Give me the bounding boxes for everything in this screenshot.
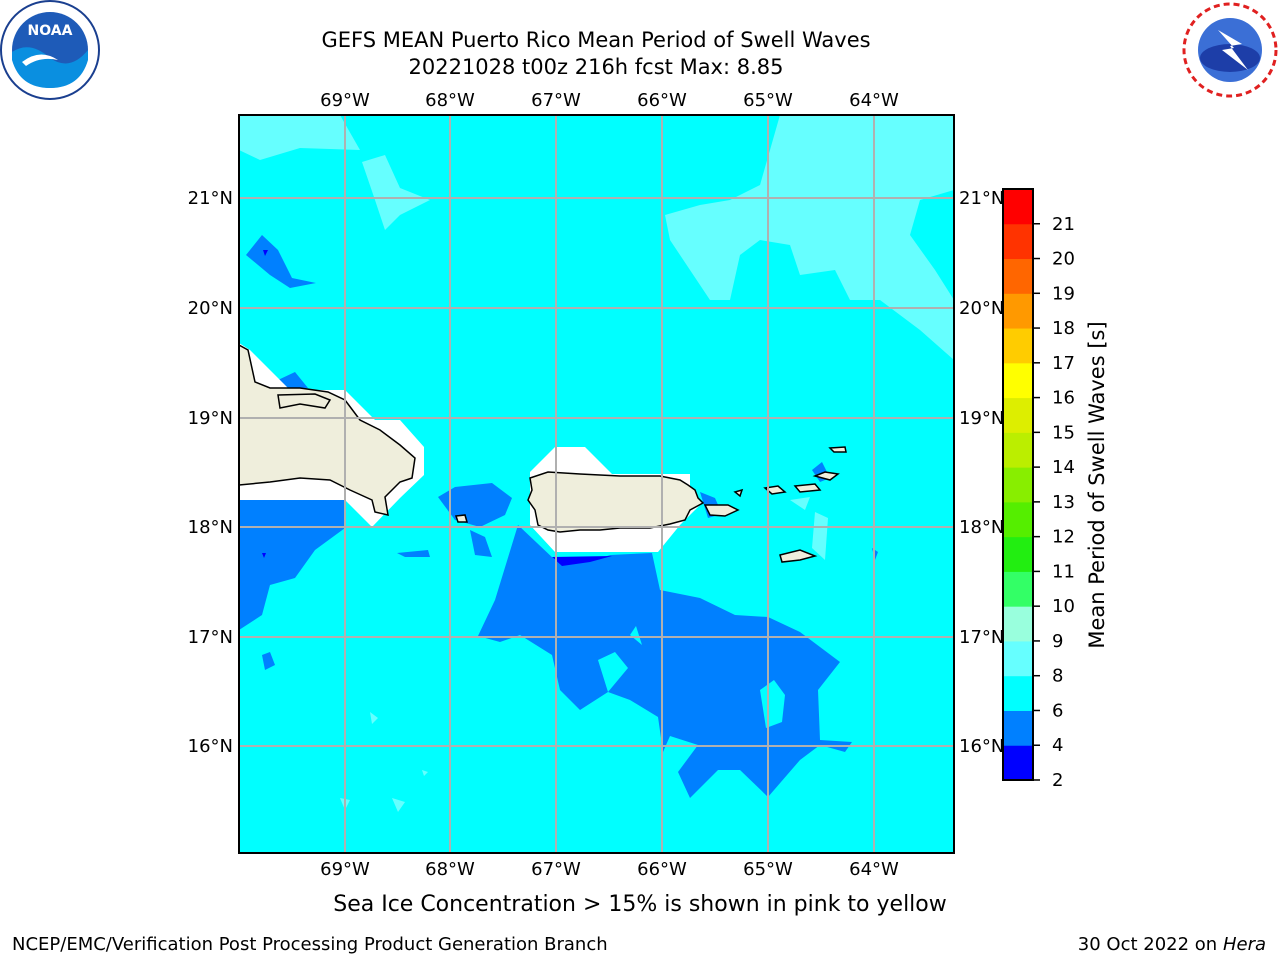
colorbar-tick-label: 2 — [1052, 770, 1063, 791]
colorbar-segment — [1003, 501, 1033, 538]
swell-2-4-dot — [262, 553, 266, 558]
colorbar-segment — [1003, 467, 1033, 503]
lon-label: 65°W — [743, 90, 793, 111]
colorbar-segment — [1003, 223, 1033, 260]
lat-labels-left: 21°N 20°N 19°N 18°N 17°N 16°N — [188, 188, 233, 757]
swell-2-4-patch — [552, 556, 612, 566]
colorbar-tick-label: 11 — [1052, 561, 1075, 582]
map-area — [239, 115, 954, 853]
colorbar-segment — [1003, 362, 1033, 399]
noaa-logo: NOAA — [0, 0, 100, 100]
swell-6-8-holes — [598, 626, 785, 728]
colorbar-tick-label: 6 — [1052, 700, 1063, 721]
colorbar-segment — [1003, 432, 1033, 468]
colorbar-segment — [1003, 328, 1033, 364]
lat-labels-right: 21°N 20°N 19°N 18°N 17°N 16°N — [959, 188, 1004, 757]
colorbar-segment — [1003, 293, 1033, 329]
colorbar-tick-label: 19 — [1052, 283, 1075, 304]
swell-2-4-dot — [263, 250, 268, 256]
credit-right: 30 Oct 2022 on Hera — [1078, 934, 1266, 955]
colorbar-tick-label: 15 — [1052, 422, 1075, 443]
colorbar-tick-label: 8 — [1052, 666, 1063, 687]
colorbar-tick-label: 4 — [1052, 735, 1063, 756]
colorbar-tick-label: 17 — [1052, 353, 1075, 374]
colorbar-segment — [1003, 606, 1033, 642]
colorbar-segment — [1003, 536, 1033, 572]
lon-label: 68°W — [425, 859, 475, 880]
noaa-logo-text: NOAA — [28, 23, 73, 39]
lon-label: 66°W — [637, 90, 687, 111]
colorbar-segment — [1003, 710, 1033, 746]
colorbar-tick-label: 20 — [1052, 249, 1075, 270]
credit-date: 30 Oct 2022 on — [1078, 934, 1223, 955]
colorbar-tick-label: 13 — [1052, 492, 1075, 513]
credit-machine: Hera — [1223, 934, 1266, 955]
colorbar-tick-label: 18 — [1052, 318, 1075, 339]
colorbar-segment — [1003, 189, 1033, 225]
lat-label: 16°N — [188, 736, 233, 757]
lat-label: 19°N — [959, 408, 1004, 429]
chart-title: GEFS MEAN Puerto Rico Mean Period of Swe… — [321, 28, 870, 52]
colorbar-tick-label: 10 — [1052, 596, 1075, 617]
colorbar: 2 4 6 8 9 10 11 12 13 14 15 16 17 18 19 20 21 — [1002, 188, 1075, 791]
colorbar-frame — [1002, 188, 1034, 781]
swell-4-6-patches — [239, 235, 878, 798]
lat-label: 20°N — [188, 298, 233, 319]
lat-label: 21°N — [188, 188, 233, 209]
chart-subtitle: 20221028 t00z 216h fcst Max: 8.85 — [409, 55, 784, 79]
colorbar-segment — [1003, 397, 1033, 433]
lon-label: 67°W — [531, 859, 581, 880]
lon-label: 66°W — [637, 859, 687, 880]
lat-label: 19°N — [188, 408, 233, 429]
lon-label: 67°W — [531, 90, 581, 111]
lat-label: 17°N — [188, 627, 233, 648]
colorbar-segment — [1003, 745, 1033, 781]
colorbar-tick-label: 21 — [1052, 214, 1075, 235]
lat-label: 17°N — [959, 627, 1004, 648]
colorbar-segment — [1003, 675, 1033, 711]
lat-label: 20°N — [959, 298, 1004, 319]
colorbar-tick-label: 16 — [1052, 388, 1075, 409]
colorbar-segment — [1003, 258, 1033, 294]
colorbar-label: Mean Period of Swell Waves [s] — [1085, 321, 1109, 648]
credit-left: NCEP/EMC/Verification Post Processing Pr… — [12, 934, 608, 955]
lon-label: 64°W — [849, 859, 899, 880]
colorbar-tick-label: 9 — [1052, 631, 1063, 652]
lon-label: 64°W — [849, 90, 899, 111]
swell-8-9-patches — [239, 115, 954, 812]
lon-labels-bottom: 69°W 68°W 67°W 66°W 65°W 64°W — [320, 859, 899, 880]
colorbar-segment — [1003, 571, 1033, 607]
lon-label: 65°W — [743, 859, 793, 880]
sea-ice-note: Sea Ice Concentration > 15% is shown in … — [333, 892, 947, 917]
colorbar-segment — [1003, 640, 1033, 677]
lon-labels-top: 69°W 68°W 67°W 66°W 65°W 64°W — [320, 90, 899, 111]
lon-label: 69°W — [320, 859, 370, 880]
colorbar-tick-label: 14 — [1052, 457, 1075, 478]
graticule — [239, 115, 954, 853]
lat-label: 16°N — [959, 736, 1004, 757]
colorbar-tick-label: 12 — [1052, 527, 1075, 548]
lon-label: 69°W — [320, 90, 370, 111]
lat-label: 18°N — [959, 517, 1004, 538]
land-masses — [239, 344, 847, 563]
lon-label: 68°W — [425, 90, 475, 111]
nws-logo — [1182, 2, 1278, 98]
lat-label: 21°N — [959, 188, 1004, 209]
map-frame — [238, 114, 955, 854]
lat-label: 18°N — [188, 517, 233, 538]
